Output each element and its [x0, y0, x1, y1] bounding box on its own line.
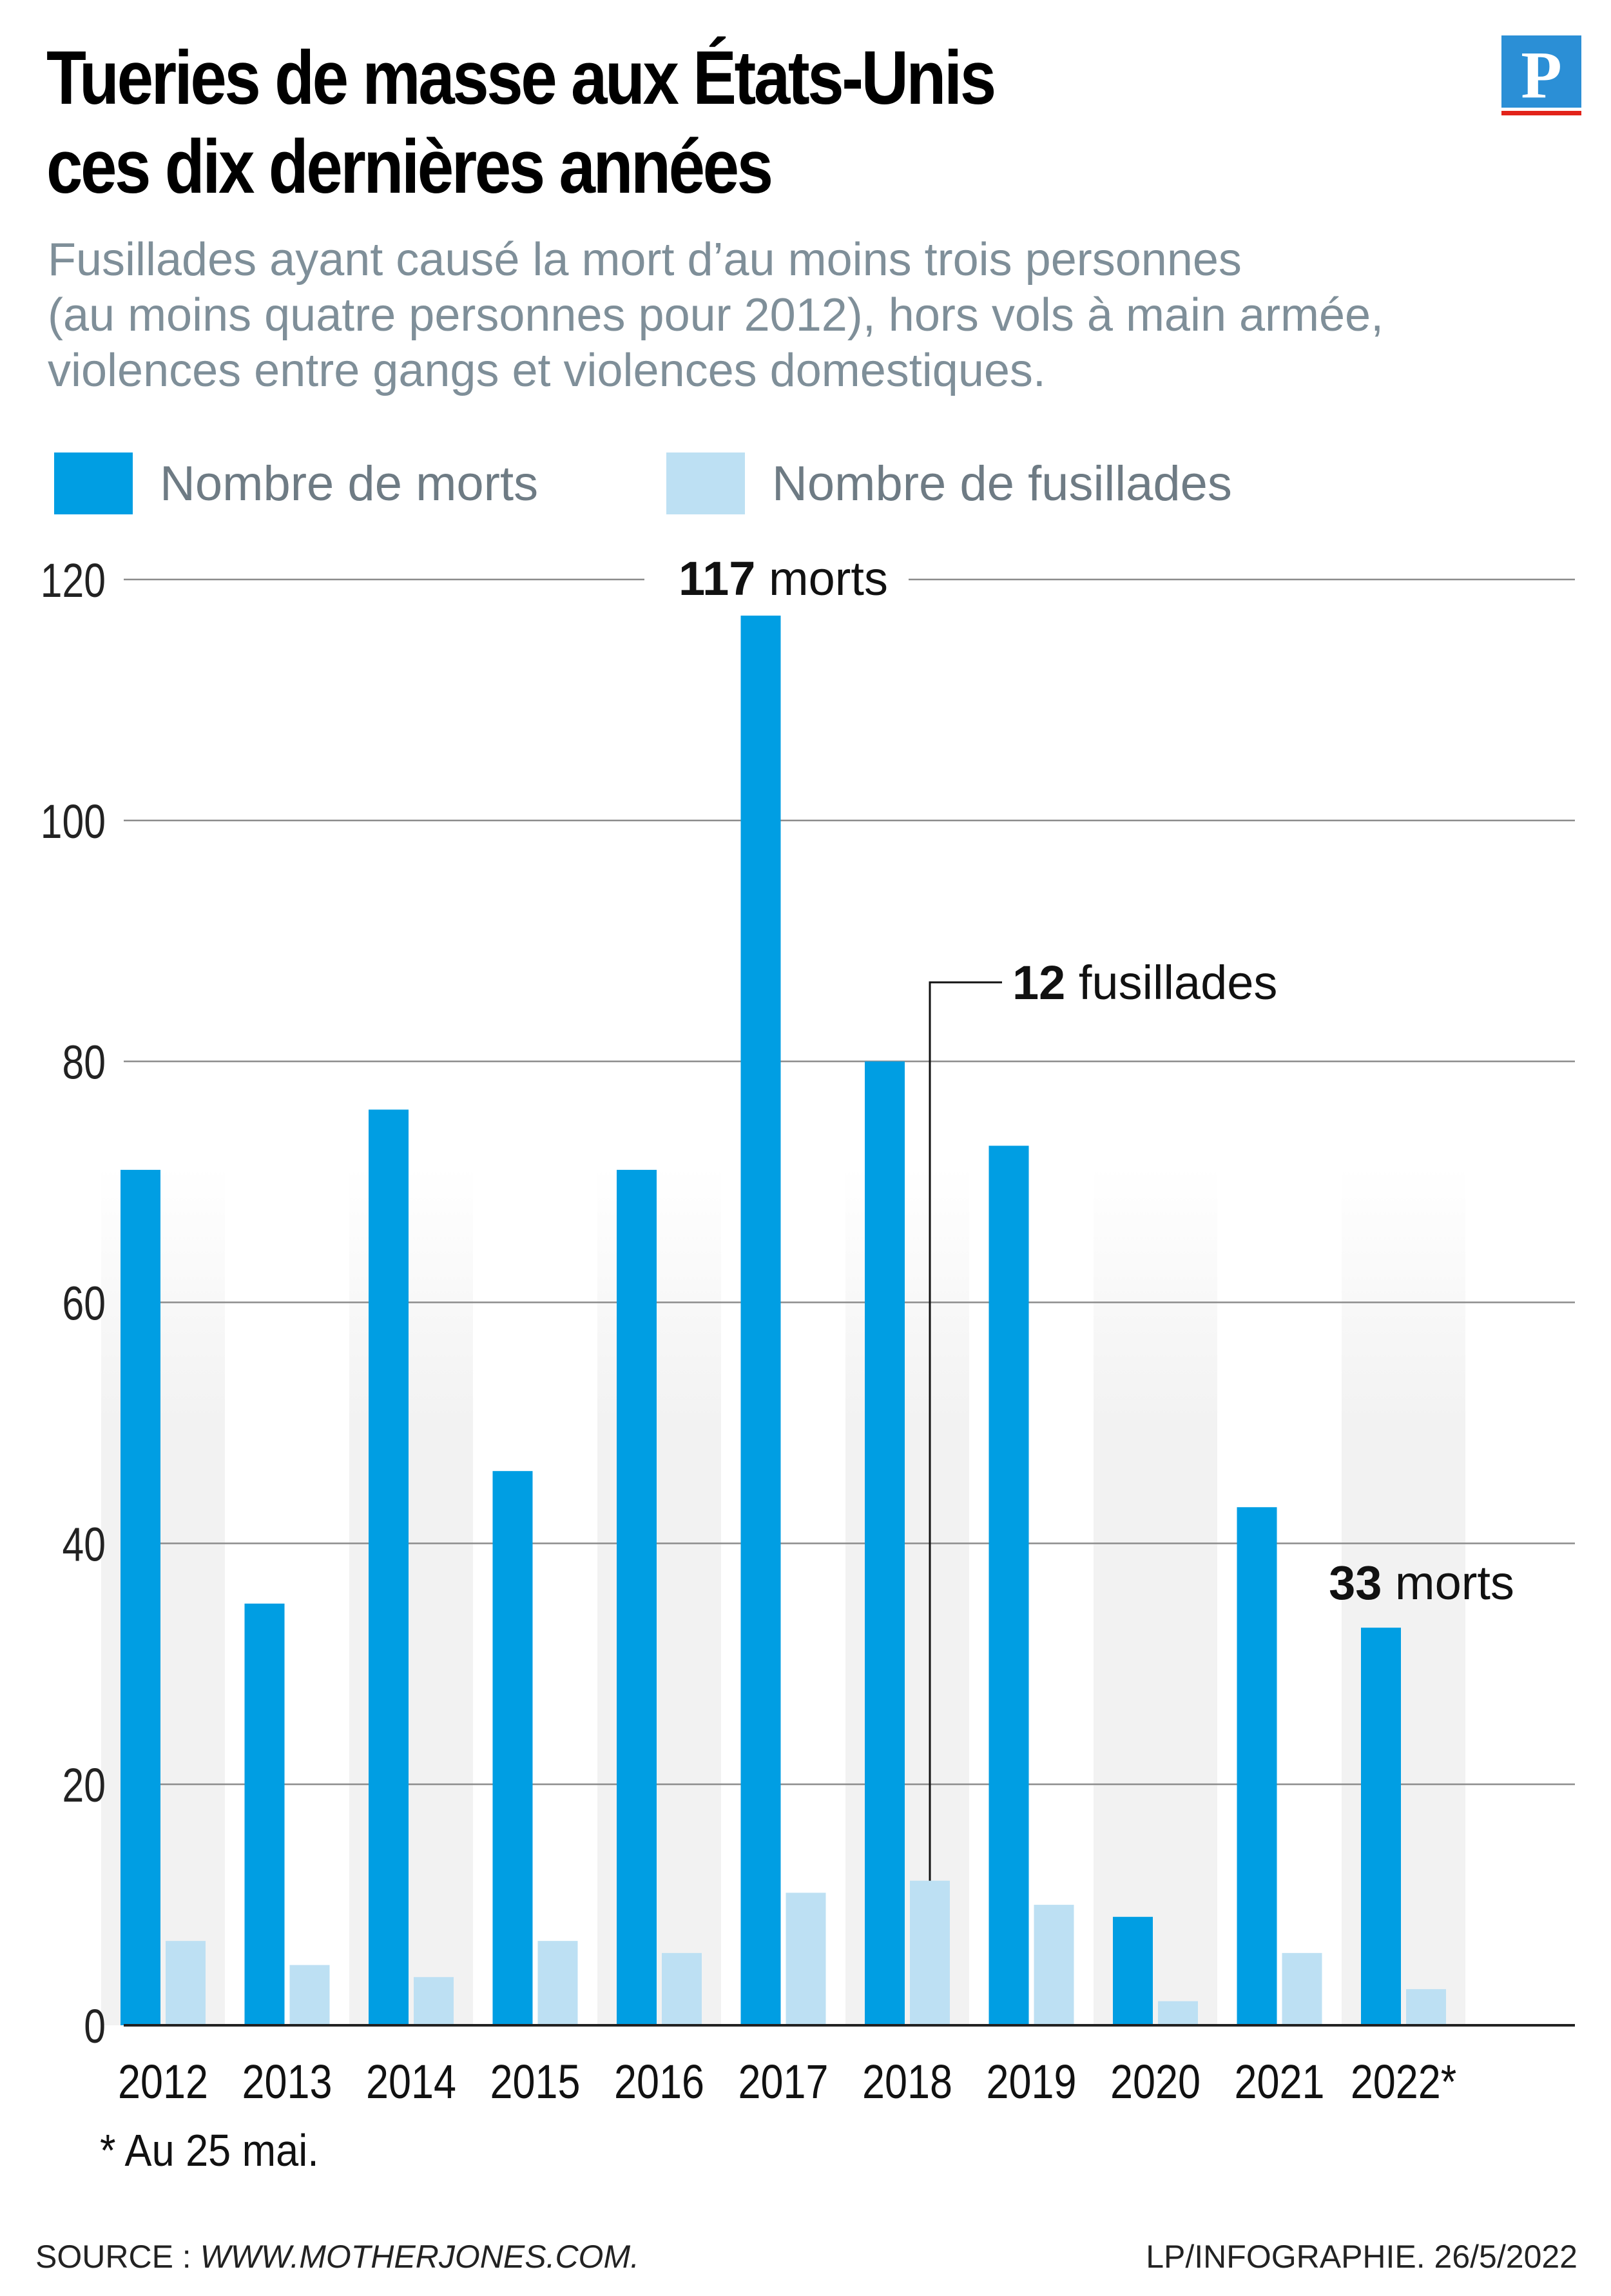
y-tick-label: 60 — [63, 1278, 106, 1330]
subtitle-line-2: (au moins quatre personnes pour 2012), h… — [48, 289, 1384, 341]
chart-subtitle: Fusillades ayant causé la mort d’au moin… — [48, 232, 1568, 398]
annotation-max-deaths-unit: morts — [755, 552, 888, 605]
bar-shootings — [662, 1952, 702, 2025]
annotation-deaths-2022: 33 morts — [1329, 1556, 1514, 1610]
x-tick-label: 2014 — [366, 2055, 456, 2108]
annotation-deaths-2022-unit: morts — [1382, 1556, 1514, 1610]
bar-deaths — [989, 1145, 1029, 2025]
logo-underline-white — [1501, 108, 1581, 111]
credit-line: LP/INFOGRAPHIE. 26/5/2022 — [1146, 2239, 1577, 2275]
legend-swatch-deaths — [54, 452, 133, 514]
title-line-1: Tueries de masse aux États-Unis — [46, 35, 996, 121]
le-parisien-logo: P — [1501, 35, 1581, 117]
x-tick-label: 2012 — [118, 2055, 208, 2108]
bar-deaths — [1113, 1916, 1153, 2025]
legend-label-deaths: Nombre de morts — [160, 456, 539, 511]
x-tick-label: 2019 — [987, 2055, 1077, 2108]
x-tick-label: 2021 — [1235, 2055, 1325, 2108]
source-line: SOURCE : WWW.MOTHERJONES.COM. — [35, 2238, 639, 2275]
annotation-shootings-2018-value: 12 — [1012, 956, 1065, 1009]
bar-deaths — [865, 1061, 905, 2025]
bar-shootings — [910, 1880, 950, 2025]
bar-deaths — [121, 1169, 160, 2025]
background-band — [101, 1167, 225, 2025]
bar-shootings — [1282, 1952, 1322, 2025]
x-tick-label: 2018 — [862, 2055, 952, 2108]
background-band — [1094, 1167, 1217, 2025]
x-tick-label: 2015 — [490, 2055, 581, 2108]
title-line-2: ces dix dernières années — [46, 124, 773, 209]
logo-underline-red — [1501, 111, 1581, 115]
bar-shootings — [1034, 1905, 1074, 2025]
bar-deaths — [244, 1603, 285, 2025]
legend-item-deaths: Nombre de morts — [54, 451, 538, 516]
background-band — [349, 1167, 473, 2025]
x-tick-label: 2022* — [1351, 2055, 1456, 2108]
subtitle-line-1: Fusillades ayant causé la mort d’au moin… — [48, 234, 1242, 286]
annotation-shootings-2018-unit: fusillades — [1065, 956, 1277, 1009]
annotation-shootings-2018: 12 fusillades — [1012, 956, 1277, 1009]
y-tick-label: 120 — [41, 554, 106, 607]
source-url: WWW.MOTHERJONES.COM. — [200, 2239, 639, 2275]
annotation-leader-line — [929, 981, 1002, 1881]
subtitle-line-3: violences entre gangs et violences domes… — [48, 345, 1046, 396]
y-tick-label: 100 — [41, 795, 106, 848]
legend-swatch-shootings — [666, 452, 745, 514]
bar-deaths — [1361, 1628, 1401, 2025]
x-tick-label: 2013 — [242, 2055, 333, 2108]
background-band — [845, 1167, 969, 2025]
footnote: * Au 25 mai. — [100, 2125, 319, 2175]
logo-letter: P — [1521, 38, 1562, 112]
x-tick-label: 2020 — [1110, 2055, 1201, 2108]
bar-deaths — [369, 1109, 409, 2025]
bar-shootings — [166, 1941, 206, 2025]
x-tick-label: 2016 — [614, 2055, 704, 2108]
bar-shootings — [289, 1965, 330, 2025]
bar-deaths — [492, 1471, 533, 2025]
logo-background — [1501, 35, 1581, 108]
y-tick-label: 20 — [63, 1760, 106, 1813]
annotation-deaths-2022-value: 33 — [1329, 1556, 1382, 1610]
y-tick-label: 80 — [63, 1036, 106, 1089]
bar-shootings — [1158, 2001, 1198, 2025]
annotation-max-deaths: 117 morts — [679, 552, 888, 605]
bar-shootings — [1406, 1989, 1446, 2025]
x-tick-label: 2017 — [738, 2055, 829, 2108]
bar-deaths — [740, 616, 781, 2026]
y-tick-label: 40 — [63, 1519, 106, 1571]
legend-label-shootings: Nombre de fusillades — [772, 456, 1232, 511]
bar-shootings — [414, 1977, 454, 2025]
source-label: SOURCE : — [35, 2239, 200, 2275]
legend-item-shootings: Nombre de fusillades — [666, 451, 1232, 516]
bar-deaths — [1237, 1507, 1277, 2025]
bar-shootings — [786, 1892, 826, 2025]
annotation-max-deaths-value: 117 — [679, 552, 755, 605]
background-band — [597, 1167, 721, 2025]
y-tick-label: 0 — [84, 2000, 106, 2053]
chart-title: Tueries de masse aux États-Unis ces dix … — [46, 34, 1155, 211]
bar-shootings — [537, 1941, 578, 2025]
bar-deaths — [617, 1169, 657, 2025]
